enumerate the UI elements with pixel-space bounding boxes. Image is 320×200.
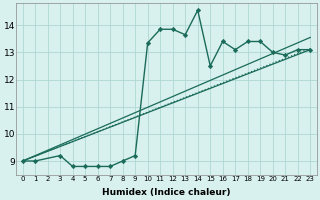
X-axis label: Humidex (Indice chaleur): Humidex (Indice chaleur): [102, 188, 231, 197]
